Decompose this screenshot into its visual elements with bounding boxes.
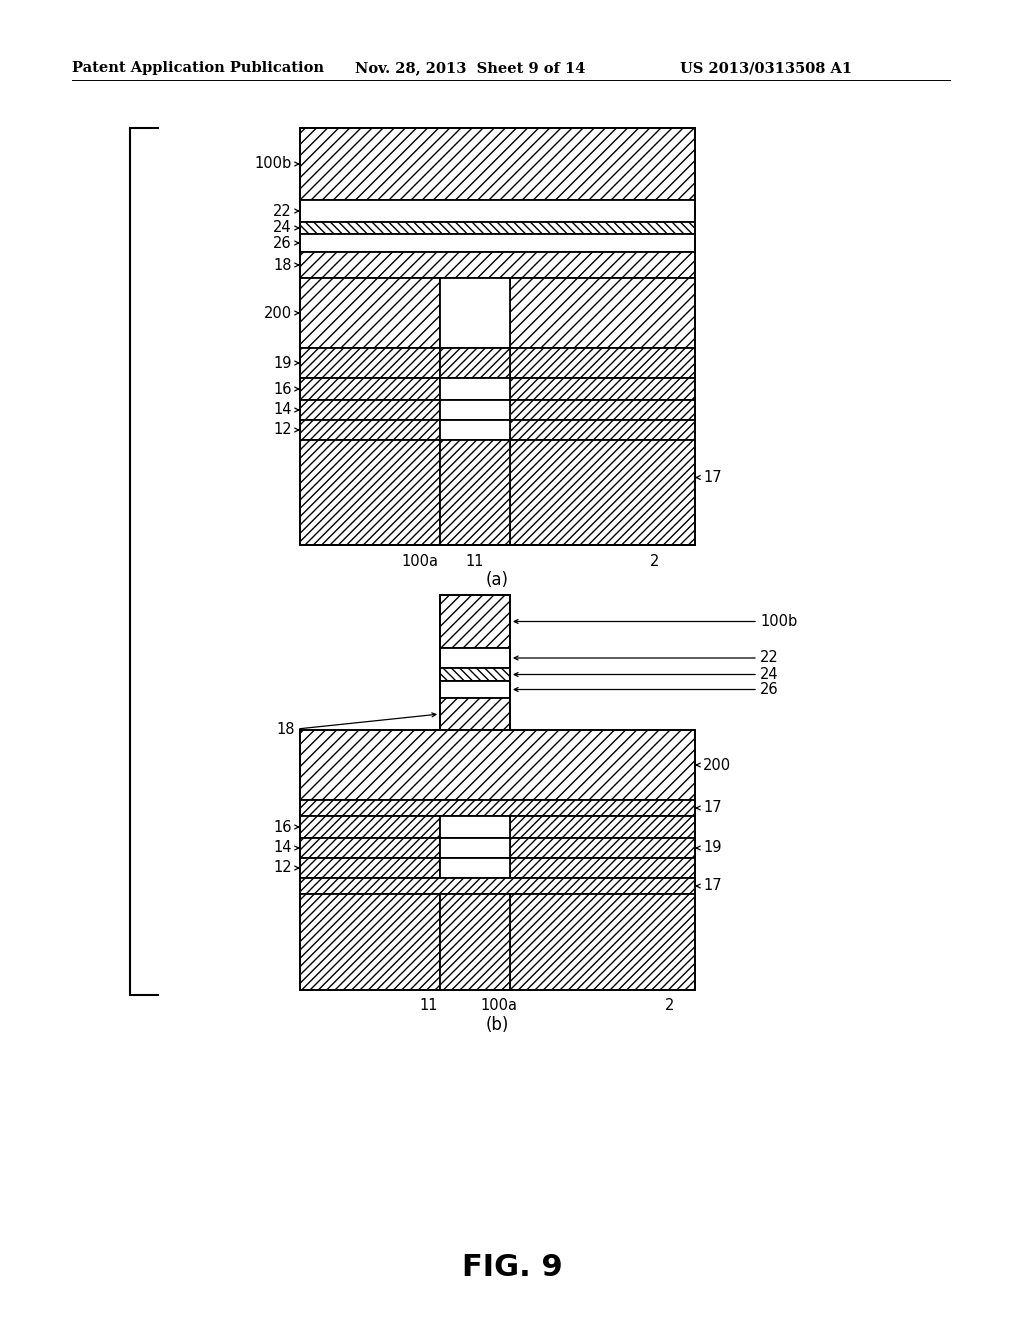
Bar <box>440 348 510 378</box>
Text: 17: 17 <box>703 470 722 484</box>
Bar <box>300 128 695 545</box>
Bar <box>300 201 695 222</box>
Bar <box>300 252 695 279</box>
Bar <box>440 816 510 838</box>
Text: 19: 19 <box>703 841 722 855</box>
Bar <box>510 894 695 990</box>
Text: 22: 22 <box>760 651 778 665</box>
Text: 11: 11 <box>420 998 438 1014</box>
Text: 12: 12 <box>273 422 292 437</box>
Bar <box>300 894 440 990</box>
Bar <box>510 378 695 400</box>
Text: 12: 12 <box>273 861 292 875</box>
Bar <box>510 279 695 348</box>
Bar <box>300 420 440 440</box>
Text: 100b: 100b <box>255 157 292 172</box>
Bar <box>440 595 510 730</box>
Text: 11: 11 <box>466 553 484 569</box>
Text: 100a: 100a <box>401 553 438 569</box>
Bar <box>300 878 695 894</box>
Bar <box>440 420 510 440</box>
Text: 2: 2 <box>650 553 659 569</box>
Bar <box>440 648 510 668</box>
Bar <box>440 595 510 648</box>
Text: 26: 26 <box>760 682 778 697</box>
Bar <box>300 800 695 816</box>
Bar <box>510 420 695 440</box>
Text: 200: 200 <box>703 758 731 772</box>
Text: US 2013/0313508 A1: US 2013/0313508 A1 <box>680 61 852 75</box>
Bar <box>440 400 510 420</box>
Bar <box>510 400 695 420</box>
Bar <box>300 838 440 858</box>
Bar <box>440 440 510 545</box>
Text: 17: 17 <box>703 800 722 816</box>
Bar <box>300 730 695 800</box>
Bar <box>510 440 695 545</box>
Bar <box>440 894 510 990</box>
Bar <box>510 838 695 858</box>
Bar <box>300 234 695 252</box>
Text: 14: 14 <box>273 841 292 855</box>
Text: 18: 18 <box>273 257 292 272</box>
Text: 16: 16 <box>273 820 292 834</box>
Text: Nov. 28, 2013  Sheet 9 of 14: Nov. 28, 2013 Sheet 9 of 14 <box>355 61 586 75</box>
Bar <box>510 348 695 378</box>
Bar <box>440 378 510 400</box>
Text: 22: 22 <box>273 203 292 219</box>
Bar <box>510 858 695 878</box>
Bar <box>440 681 510 698</box>
Text: 100b: 100b <box>760 614 798 630</box>
Text: (b): (b) <box>485 1016 509 1034</box>
Text: FIG. 9: FIG. 9 <box>462 1254 562 1283</box>
Text: 26: 26 <box>273 235 292 251</box>
Bar <box>440 858 510 878</box>
Text: 16: 16 <box>273 381 292 396</box>
Text: 14: 14 <box>273 403 292 417</box>
Bar <box>440 279 510 348</box>
Bar <box>300 378 440 400</box>
Bar <box>300 440 440 545</box>
Text: 17: 17 <box>703 879 722 894</box>
Text: 24: 24 <box>273 220 292 235</box>
Text: 24: 24 <box>760 667 778 682</box>
Bar <box>300 279 440 348</box>
Text: 19: 19 <box>273 355 292 371</box>
Bar <box>300 128 695 201</box>
Bar <box>300 730 695 990</box>
Bar <box>300 858 440 878</box>
Bar <box>440 668 510 681</box>
Bar <box>440 698 510 730</box>
Bar <box>300 816 440 838</box>
Bar <box>510 816 695 838</box>
Text: Patent Application Publication: Patent Application Publication <box>72 61 324 75</box>
Text: 100a: 100a <box>480 998 517 1014</box>
Bar <box>300 222 695 234</box>
Text: 18: 18 <box>276 722 295 737</box>
Bar <box>300 400 440 420</box>
Text: (a): (a) <box>486 572 509 589</box>
Text: 2: 2 <box>666 998 675 1014</box>
Text: 200: 200 <box>264 305 292 321</box>
Bar <box>300 348 440 378</box>
Bar <box>440 838 510 858</box>
